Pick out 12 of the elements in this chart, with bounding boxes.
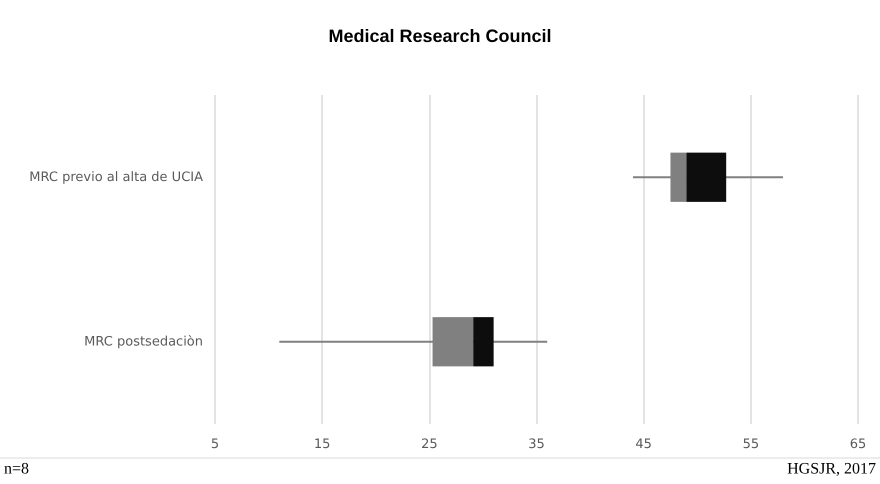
x-tick-label: 35	[528, 437, 545, 452]
x-tick-label: 5	[210, 437, 220, 452]
y-tick-label: MRC postsedaciòn	[84, 334, 203, 350]
text: HGSJR, 2017	[787, 460, 876, 478]
x-tick-label: 45	[635, 437, 652, 452]
y-tick-label: MRC previo al alta de UCIA	[29, 170, 204, 185]
chart-title: Medical Research Council	[328, 26, 552, 46]
x-tick-label: 65	[850, 437, 866, 452]
x-tick-label: 55	[742, 437, 760, 452]
x-tick-label: 15	[314, 437, 330, 452]
x-tick-label: 25	[421, 437, 438, 452]
text: n=8	[4, 460, 30, 478]
